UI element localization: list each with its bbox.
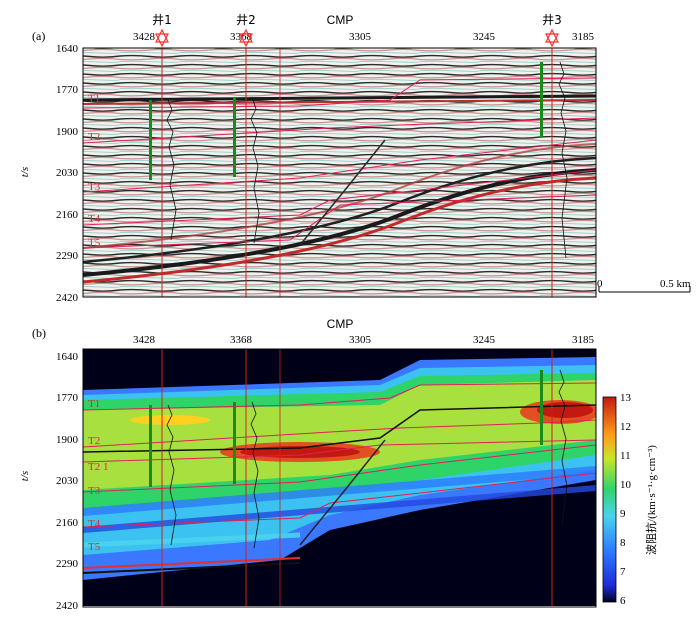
y-tick: 1900	[56, 126, 79, 138]
y-tick: 1640	[56, 43, 79, 55]
horizon-label: T1	[88, 93, 100, 105]
y-tick: 2160	[56, 517, 79, 529]
seismic-section	[83, 48, 596, 297]
horizon-label: T1	[88, 398, 100, 410]
colorbar-tick: 6	[620, 595, 626, 607]
colorbar-tick: 10	[620, 479, 632, 491]
cmp-tick: 3428	[133, 334, 156, 346]
horizon-label: T5	[88, 541, 101, 553]
panel-a-y-ticks: 1640 1770 1900 2030 2160 2290 2420	[56, 43, 79, 304]
scale-end: 0.5 km	[660, 278, 691, 290]
panel-a-wells: 井1 井2 井3	[152, 13, 562, 48]
panel-b: (b) CMP 3428 3368 3305 3245 3185 t/s 164…	[19, 317, 658, 612]
colorbar-tick: 13	[620, 392, 632, 404]
horizon-label: T2 1	[88, 461, 108, 473]
colorbar-tick: 7	[620, 566, 626, 578]
panel-b-y-title: t/s	[19, 471, 31, 481]
panel-b-horizon-labels: T1 T2 T2 1 T3 T4 T5	[88, 398, 108, 553]
panel-a-cmp-ticks: 3428 3368 3305 3245 3185	[133, 31, 595, 43]
y-tick: 2290	[56, 558, 79, 570]
horizon-label: T2	[88, 131, 100, 143]
cmp-tick: 3245	[473, 31, 496, 43]
colorbar-tick: 11	[620, 450, 631, 462]
panel-b-label: (b)	[32, 326, 46, 340]
horizon-label: T4	[88, 213, 101, 225]
y-tick: 1640	[56, 351, 79, 363]
horizon-label: T2	[88, 435, 100, 447]
colorbar: 13 12 11 10 9 8 7 6 波阻抗/(km·s⁻¹·g·cm⁻³)	[602, 392, 658, 607]
well-1-marker	[155, 28, 169, 48]
y-tick: 2160	[56, 209, 79, 221]
y-tick: 1770	[56, 392, 79, 404]
y-tick: 2030	[56, 167, 79, 179]
colorbar-gradient	[602, 396, 617, 603]
panel-a-x-title: CMP	[327, 13, 354, 27]
cmp-tick: 3185	[572, 334, 595, 346]
well-3-marker	[545, 28, 559, 48]
panel-b-cmp-ticks: 3428 3368 3305 3245 3185	[133, 334, 595, 346]
cmp-tick: 3305	[349, 334, 372, 346]
colorbar-tick: 8	[620, 537, 626, 549]
cmp-tick: 3185	[572, 31, 595, 43]
horizon-label: T5	[88, 237, 101, 249]
panel-b-x-title: CMP	[327, 317, 354, 331]
y-tick: 1900	[56, 434, 79, 446]
cmp-tick: 3428	[133, 31, 156, 43]
horizons-a	[83, 77, 596, 249]
horizon-label: T3	[88, 485, 101, 497]
well-2-marker	[239, 28, 253, 48]
scale-start: 0	[597, 278, 603, 290]
panel-a-y-title: t/s	[19, 167, 31, 177]
colorbar-tick: 9	[620, 508, 626, 520]
y-tick: 2030	[56, 475, 79, 487]
scale-bar: 0 0.5 km	[597, 278, 691, 293]
cmp-tick: 3368	[230, 334, 253, 346]
panel-a: (a) CMP 3428 3368 3305 3245 3185 井1 井2 井…	[19, 13, 691, 304]
colorbar-tick: 12	[620, 421, 631, 433]
panel-b-frame	[82, 348, 597, 608]
horizons-b	[83, 382, 596, 528]
cmp-tick: 3245	[473, 334, 496, 346]
y-tick: 2420	[56, 292, 79, 304]
well-1-label: 井1	[152, 13, 172, 27]
horizon-label: T4	[88, 518, 101, 530]
horizon-label: T3	[88, 181, 101, 193]
y-tick: 1770	[56, 84, 79, 96]
cmp-tick: 3305	[349, 31, 372, 43]
y-tick: 2420	[56, 600, 79, 612]
well-2-label: 井2	[236, 13, 256, 27]
y-tick: 2290	[56, 250, 79, 262]
panel-a-horizon-labels: T1 T2 T3 T4 T5	[88, 93, 101, 249]
panel-a-label: (a)	[32, 29, 45, 43]
impedance-section	[83, 349, 596, 606]
panel-a-frame	[82, 47, 597, 298]
panel-b-y-ticks: 1640 1770 1900 2030 2160 2290 2420	[56, 351, 79, 612]
well-3-label: 井3	[542, 13, 562, 27]
colorbar-title: 波阻抗/(km·s⁻¹·g·cm⁻³)	[644, 445, 658, 555]
